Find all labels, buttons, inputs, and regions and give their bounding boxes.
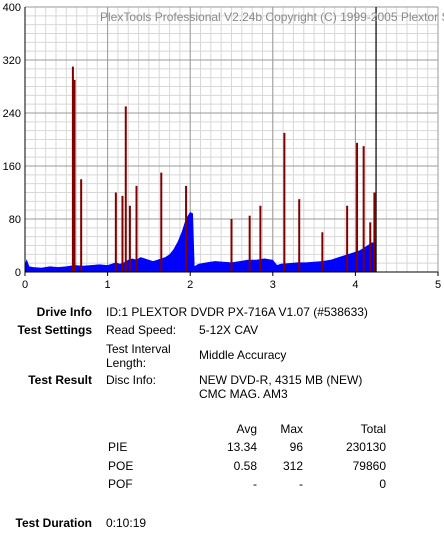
pie-series (24, 212, 376, 273)
disc-info-value-line1: NEW DVD-R, 4315 MB (NEW) (199, 373, 363, 387)
stats-row-avg: 0.58 (233, 459, 257, 473)
x-tick-label: 3 (270, 279, 276, 291)
stats-header-max: Max (280, 422, 303, 436)
x-tick-label: 2 (187, 279, 193, 291)
stats-row-avg: 13.34 (226, 440, 257, 454)
test-result-label: Test Result (28, 373, 92, 387)
interval-value: Middle Accuracy (199, 348, 287, 362)
stats-row-total: 230130 (345, 440, 386, 454)
stats-row-total: 79860 (352, 459, 386, 473)
interval-label-line1: Test Interval (106, 342, 171, 356)
stats-row-name: POF (108, 477, 133, 491)
pie-poe-chart: 0 1 2 3 4 5 80 160 240 320 400 0 PlexTools Professi… (3, 2, 444, 291)
poe-series (71, 66, 376, 272)
y-tick-label: 320 (3, 55, 21, 67)
pie-area (24, 212, 376, 273)
test-duration-label: Test Duration (15, 516, 92, 530)
read-speed-label: Read Speed: (106, 323, 177, 337)
interval-label-line2: Length: (106, 356, 147, 370)
y-tick-label: 80 (9, 214, 21, 226)
y-tick-label: 0 (15, 267, 21, 279)
chart-title: PlexTools Professional V2.24b Copyright … (100, 10, 444, 24)
y-tick-label: 160 (3, 161, 21, 173)
test-duration-value: 0:10:19 (106, 516, 147, 530)
test-settings-label: Test Settings (17, 323, 92, 337)
x-tick-label: 0 (22, 279, 28, 291)
read-speed-value: 5-12X CAV (199, 323, 259, 337)
stats-row-name: PIE (108, 440, 128, 454)
disc-info-label: Disc Info: (106, 373, 157, 387)
stats-row-max: - (299, 477, 303, 491)
stats-row-avg: - (253, 477, 257, 491)
stats-row-name: POE (108, 459, 134, 473)
disc-info-value-line2: CMC MAG. AM3 (199, 387, 288, 401)
drive-info-value: ID:1 PLEXTOR DVDR PX-716A V1.07 (#538633… (106, 305, 368, 319)
drive-info-label: Drive Info (36, 305, 92, 319)
x-tick-label: 1 (105, 279, 111, 291)
stats-row-total: 0 (379, 477, 386, 491)
y-tick-label: 400 (3, 2, 21, 14)
x-tick-label: 5 (435, 279, 441, 291)
chart-axes: 0 1 2 3 4 5 80 160 240 320 400 0 (3, 2, 441, 291)
x-tick-label: 4 (352, 279, 358, 291)
y-tick-label: 240 (3, 108, 21, 120)
stats-header-total: Total (360, 422, 386, 436)
stats-row-max: 96 (289, 440, 303, 454)
stats-header-avg: Avg (236, 422, 257, 436)
stats-row-max: 312 (282, 459, 303, 473)
